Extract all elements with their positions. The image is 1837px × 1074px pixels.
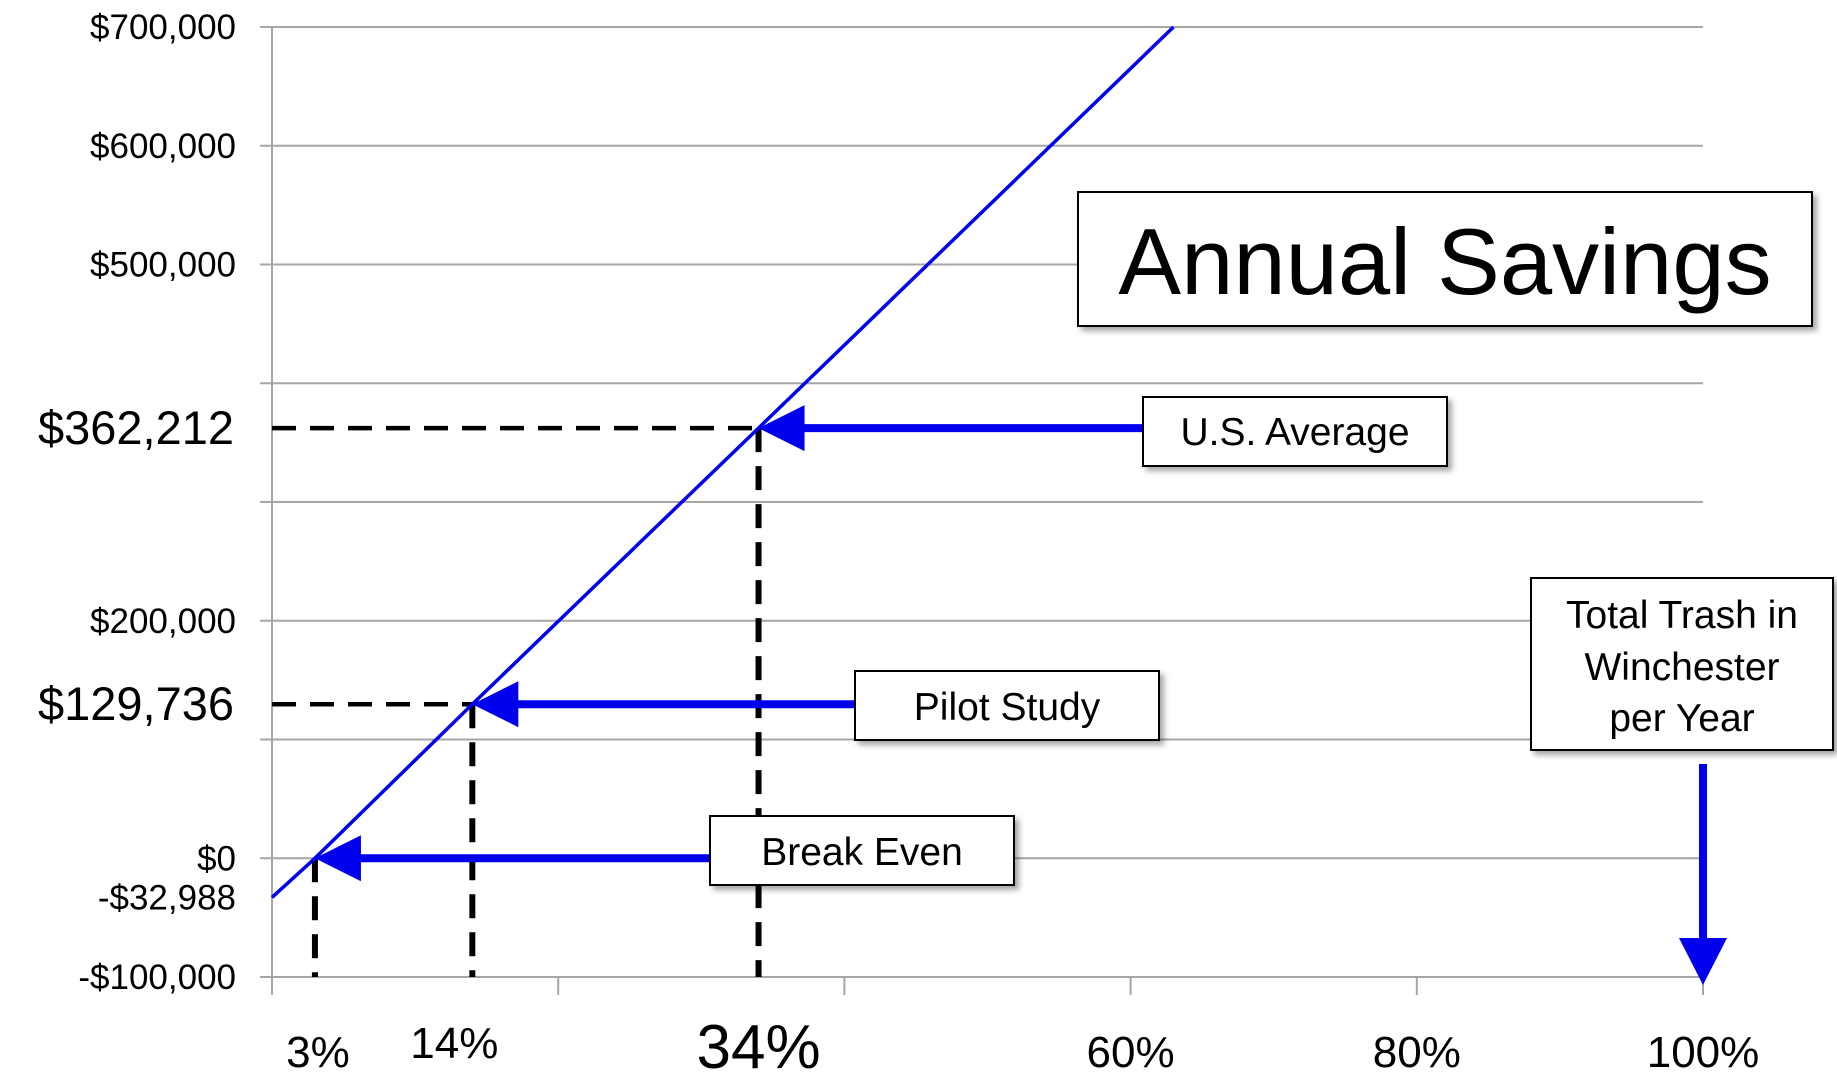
y-tick-label: $500,000 (90, 246, 236, 285)
us-average-box: U.S. Average (1142, 396, 1448, 467)
y-tick-label: $600,000 (90, 127, 236, 166)
x-tick-label: 14% (410, 1019, 498, 1068)
x-tick-label: 80% (1373, 1028, 1461, 1074)
y-tick-label: $200,000 (90, 602, 236, 641)
savings-line (270, 25, 1175, 899)
callout-line-2: Winchester (1584, 646, 1779, 689)
y-tick-label: -$32,988 (98, 878, 236, 917)
y-tick-label: $0 (197, 839, 236, 878)
x-tick-label: 3% (286, 1028, 350, 1074)
y-tick-label: $129,736 (38, 677, 234, 730)
callout-line-1: Total Trash in (1566, 594, 1798, 637)
y-tick-label: $362,212 (38, 401, 234, 454)
callout-line-3: per Year (1609, 697, 1754, 740)
us-average-arrow-head (758, 405, 805, 452)
break-even-box: Break Even (709, 815, 1015, 886)
pilot-study-arrow-head (472, 681, 519, 728)
callout-arrow-head (1679, 938, 1727, 985)
x-tick-label: 34% (696, 1013, 820, 1074)
us-average-label: U.S. Average (1180, 411, 1409, 454)
chart-title: Annual Savings (1118, 209, 1771, 314)
y-tick-label: $700,000 (90, 8, 236, 47)
y-tick-label: -$100,000 (78, 958, 236, 997)
pilot-study-label: Pilot Study (914, 686, 1101, 729)
pilot-study-box: Pilot Study (854, 670, 1160, 741)
x-tick-label: 100% (1647, 1028, 1760, 1074)
total-trash-callout: Total Trash in Winchester per Year (1530, 577, 1834, 751)
title-box: Annual Savings (1077, 191, 1813, 327)
break-even-arrow-head (314, 835, 361, 882)
x-tick-label: 60% (1087, 1028, 1175, 1074)
break-even-label: Break Even (761, 831, 963, 874)
